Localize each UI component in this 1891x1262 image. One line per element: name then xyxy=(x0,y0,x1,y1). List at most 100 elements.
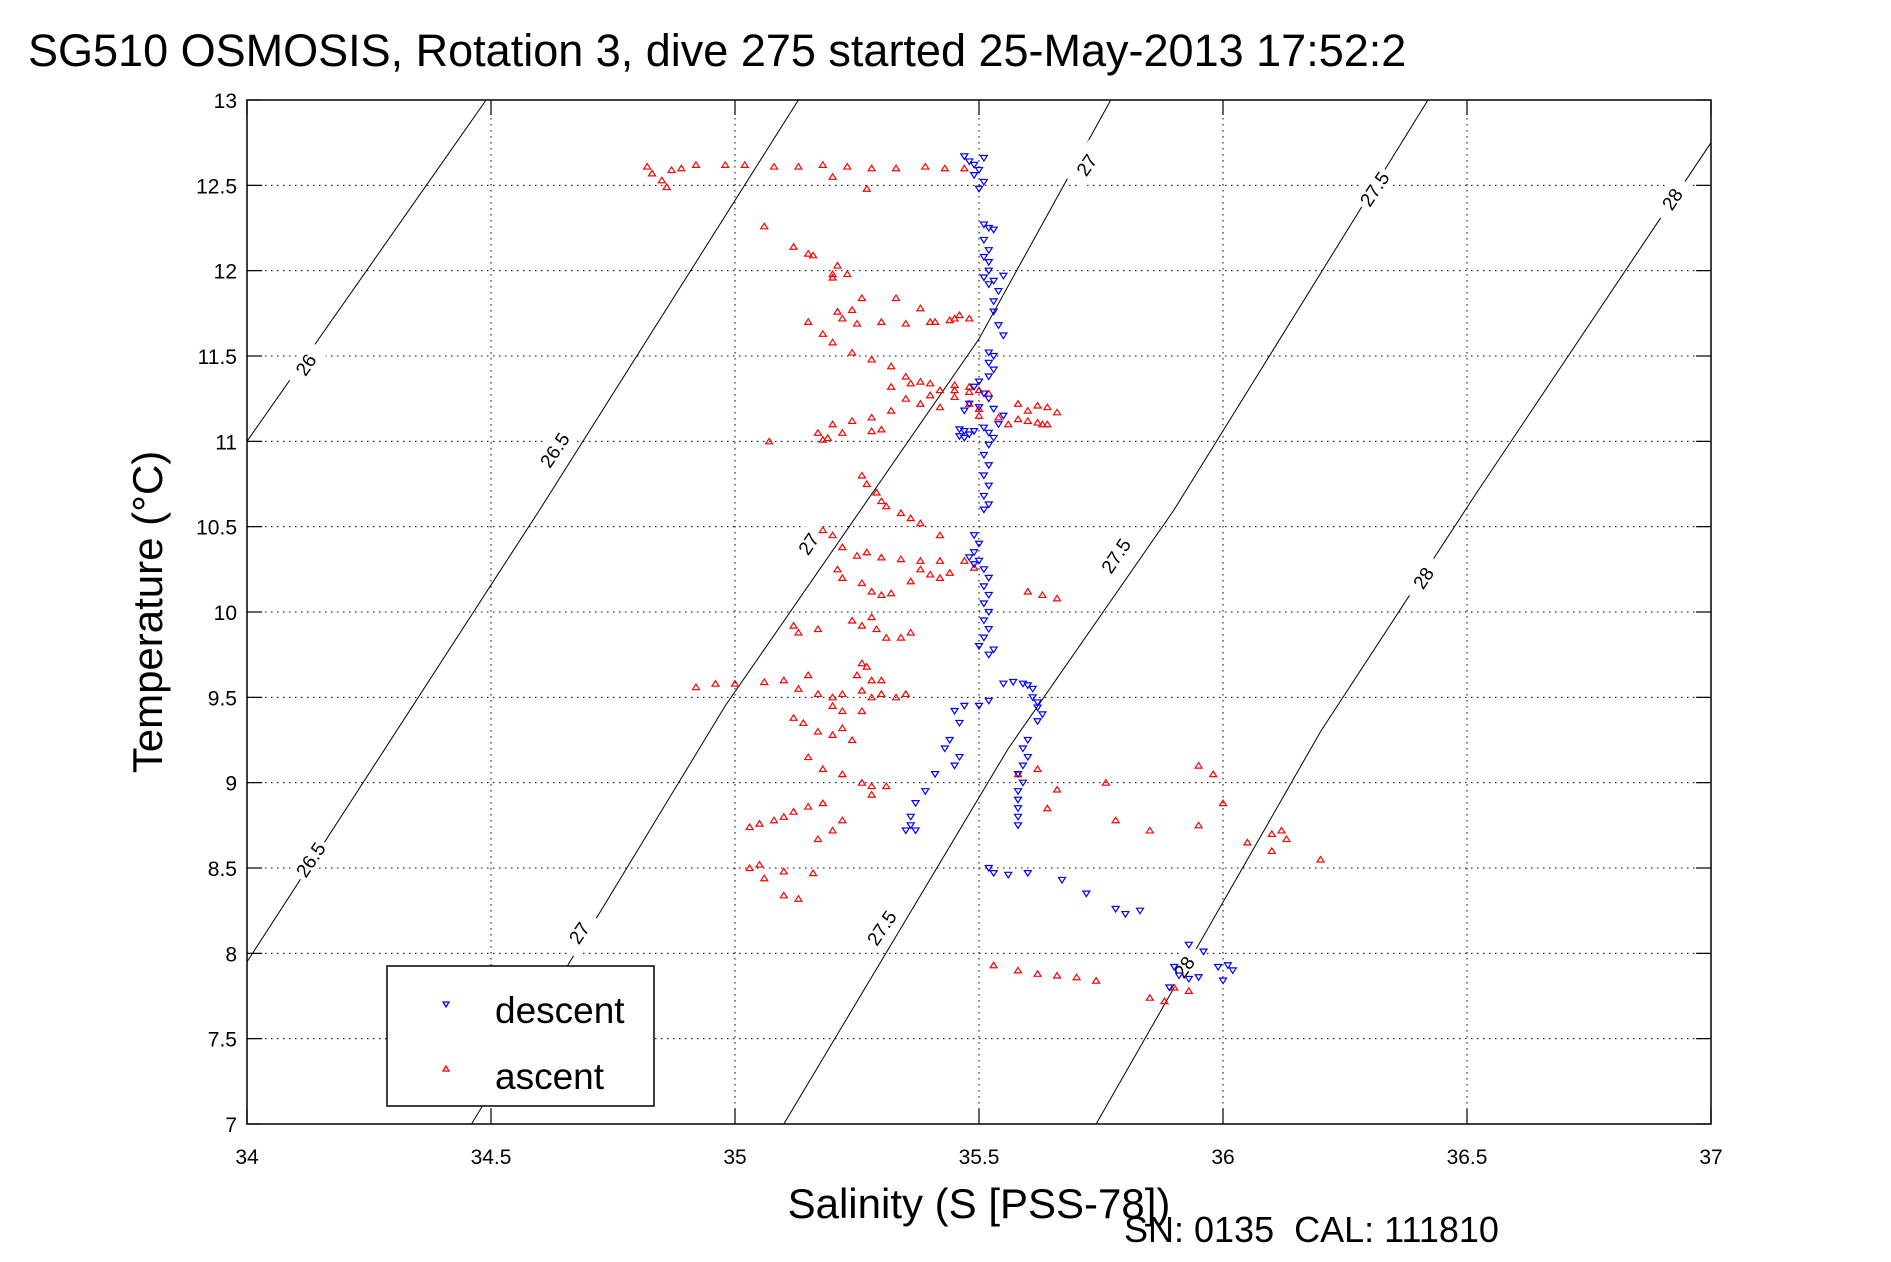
ascent-point xyxy=(959,556,969,564)
isopycnal-label-gap xyxy=(1093,530,1138,581)
ascent-point xyxy=(969,563,979,571)
descent-point xyxy=(974,166,984,175)
descent-point xyxy=(1037,711,1048,719)
ascent-point xyxy=(876,676,886,684)
descent-point xyxy=(1028,694,1038,702)
descent-point xyxy=(1169,963,1179,972)
descent-point xyxy=(950,762,960,770)
isopycnal-label-gap xyxy=(283,339,328,390)
ascent-point xyxy=(881,781,891,790)
ascent-point xyxy=(808,869,818,877)
ascent-point xyxy=(906,577,916,585)
ascent-point xyxy=(803,249,813,257)
ascent-point xyxy=(740,160,750,168)
descent-point xyxy=(1174,972,1184,980)
descent-point xyxy=(1164,984,1174,992)
descent-point xyxy=(1023,682,1033,690)
ascent-point xyxy=(867,587,877,595)
ascent-point xyxy=(925,391,935,399)
ascent-point xyxy=(803,317,813,325)
y-tick-label: 9 xyxy=(225,773,237,796)
legend-ascent-marker xyxy=(441,1064,451,1072)
ascent-point xyxy=(847,735,857,744)
legend-item-descent: descent xyxy=(441,990,625,1031)
descent-point xyxy=(969,427,979,436)
descent-point xyxy=(959,427,969,436)
ascent-point xyxy=(803,671,813,679)
y-tick-labels: 7 7.5 8 8.5 9 9.5 10 10.5 11 11.5 12 12.5 13 xyxy=(196,90,237,1137)
isopycnal-line xyxy=(1095,142,1712,1125)
ascent-point xyxy=(867,355,877,363)
descent-point xyxy=(969,161,979,169)
isopycnal-label-gap xyxy=(1064,139,1109,190)
ascent-point xyxy=(666,165,677,174)
legend-ascent-label: ascent xyxy=(495,1056,605,1097)
descent-point xyxy=(984,625,994,634)
ascent-point xyxy=(1052,971,1062,979)
descent-point xyxy=(984,462,994,470)
isopycnal-label-gap xyxy=(1649,174,1695,224)
ascent-point xyxy=(803,752,813,761)
ascent-point xyxy=(920,162,930,170)
descent-point xyxy=(979,178,989,187)
descent-point xyxy=(974,557,984,565)
ascent-point xyxy=(915,377,926,385)
ascent-point xyxy=(1267,829,1277,837)
descent-point xyxy=(1023,753,1033,762)
ascent-point xyxy=(828,172,838,180)
ascent-point xyxy=(954,310,965,319)
ascent-point xyxy=(1023,406,1033,414)
isopycnal-label-gap xyxy=(288,834,333,885)
isopycnal-line xyxy=(783,99,1429,1125)
descent-point xyxy=(1057,876,1067,885)
descent-point xyxy=(979,472,989,480)
ascent-point xyxy=(886,589,896,597)
ascent-point xyxy=(1013,415,1023,423)
ascent-point xyxy=(828,531,838,539)
ascent-point xyxy=(867,413,877,421)
ascent-point xyxy=(847,348,857,356)
ascent-point xyxy=(857,293,867,302)
descent-point xyxy=(979,390,989,398)
ascent-point xyxy=(837,816,847,824)
ascent-point xyxy=(867,613,877,621)
ascent-point xyxy=(788,807,799,815)
ascent-point xyxy=(1003,420,1013,428)
ascent-point xyxy=(886,382,896,390)
isopycnal-label-gap xyxy=(556,907,602,958)
ascent-point xyxy=(906,628,916,636)
ascent-point xyxy=(847,416,857,424)
ascent-point xyxy=(1159,997,1170,1005)
ascent-point xyxy=(759,677,769,686)
ascent-point xyxy=(886,406,896,414)
descent-point xyxy=(1023,736,1033,745)
descent-point xyxy=(964,431,974,439)
y-tick-label: 9.5 xyxy=(208,687,237,710)
descent-point xyxy=(998,412,1008,420)
ascent-point xyxy=(930,317,940,325)
descent-point xyxy=(979,583,989,591)
ascent-point xyxy=(813,727,823,735)
descent-point xyxy=(984,441,994,449)
descent-point xyxy=(969,532,979,540)
ascent-point xyxy=(832,261,843,269)
ascent-point xyxy=(901,394,911,402)
descent-point xyxy=(989,277,999,286)
descent-point xyxy=(989,298,999,306)
ascent-point xyxy=(857,471,867,479)
x-tick-label: 36 xyxy=(1211,1146,1234,1169)
x-tick-label: 34.5 xyxy=(471,1146,512,1169)
legend-item-ascent: ascent xyxy=(441,1056,605,1097)
ascent-point xyxy=(1316,855,1326,863)
descent-point xyxy=(974,185,984,193)
legend: descent ascent xyxy=(386,965,655,1107)
descent-series xyxy=(901,153,1238,992)
descent-point xyxy=(989,434,999,443)
ascent-point xyxy=(925,317,935,325)
ascent-point xyxy=(867,693,877,701)
ascent-point xyxy=(935,531,945,539)
ascent-point xyxy=(891,164,901,172)
ascent-point xyxy=(935,573,945,581)
ascent-point xyxy=(754,860,764,868)
